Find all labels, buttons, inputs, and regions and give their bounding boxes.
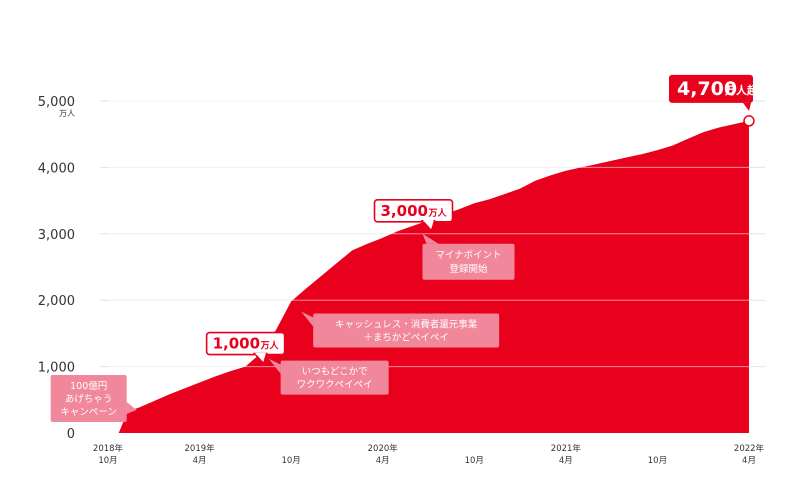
note-text: 登録開始: [449, 263, 488, 275]
note-text: キャンペーン: [60, 407, 117, 418]
x-tick-year: 2019年: [185, 443, 216, 454]
note-text: ワクワクペイペイ: [297, 380, 373, 391]
note-text: 100億円: [70, 380, 107, 392]
final-unit: 万人超: [724, 83, 759, 97]
milestone-callout: 3,000 万人: [373, 199, 454, 233]
note-pointer: [301, 311, 314, 327]
callout-box: [373, 199, 454, 223]
note-text: いつもどこかで: [302, 367, 368, 378]
note-box: [50, 375, 127, 422]
note-text: あげちゃう: [65, 394, 113, 405]
callout-unit: 万人: [260, 340, 280, 352]
x-tick-month: 4月: [559, 456, 573, 466]
x-tick-month: 4月: [193, 456, 207, 466]
event-note: キャッシュレス・消費者還元事業 ＋まちかどペイペイ: [301, 311, 500, 348]
note-text: マイナポイント: [435, 250, 501, 261]
y-tick-label: 2,000: [38, 294, 75, 309]
y-tick-label: 5,000: [38, 95, 75, 110]
y-tick-label: 0: [67, 427, 75, 442]
x-tick-month: 10月: [281, 456, 300, 466]
callout-box: [205, 331, 286, 356]
callout-unit: 万人: [428, 207, 448, 219]
x-tick-month: 10月: [648, 456, 667, 466]
end-point-marker: [743, 115, 755, 127]
y-tick-label: 1,000: [38, 361, 75, 376]
x-tick-year: 2021年: [551, 443, 582, 454]
note-text: ＋まちかどペイペイ: [363, 332, 449, 343]
y-unit-label: 万人: [59, 109, 75, 118]
note-pointer: [126, 402, 137, 414]
x-tick-month: 4月: [376, 456, 390, 466]
milestone-callout: 1,000 万人: [205, 331, 286, 366]
x-tick-year: 2022年: [734, 443, 765, 454]
callout-value: 3,000: [381, 202, 428, 220]
x-tick-month: 10月: [465, 456, 484, 466]
x-tick-year: 2018年: [93, 443, 124, 454]
note-pointer: [268, 358, 281, 374]
x-axis: 2018年 10月 2019年 4月 10月 2020年 4月 10月 2021年 4月 10月 20…: [93, 443, 765, 466]
callout-value: 1,000: [213, 335, 260, 353]
note-text: キャッシュレス・消費者還元事業: [335, 318, 478, 330]
final-box: [669, 74, 753, 103]
final-pointer: [743, 102, 751, 111]
note-box: [313, 313, 500, 348]
note-box: [422, 243, 515, 280]
y-tick-label: 3,000: [38, 228, 75, 243]
note-pointer: [422, 233, 439, 244]
final-value: 4,700: [677, 78, 737, 100]
x-tick-month: 4月: [742, 456, 756, 466]
milestone-callouts: 1,000 万人3,000 万人: [205, 199, 454, 366]
x-tick-year: 2020年: [368, 443, 399, 454]
y-tick-label: 4,000: [38, 161, 75, 176]
note-box: [280, 360, 389, 395]
x-tick-month: 10月: [98, 456, 117, 466]
inner-gridlines: [108, 100, 749, 368]
